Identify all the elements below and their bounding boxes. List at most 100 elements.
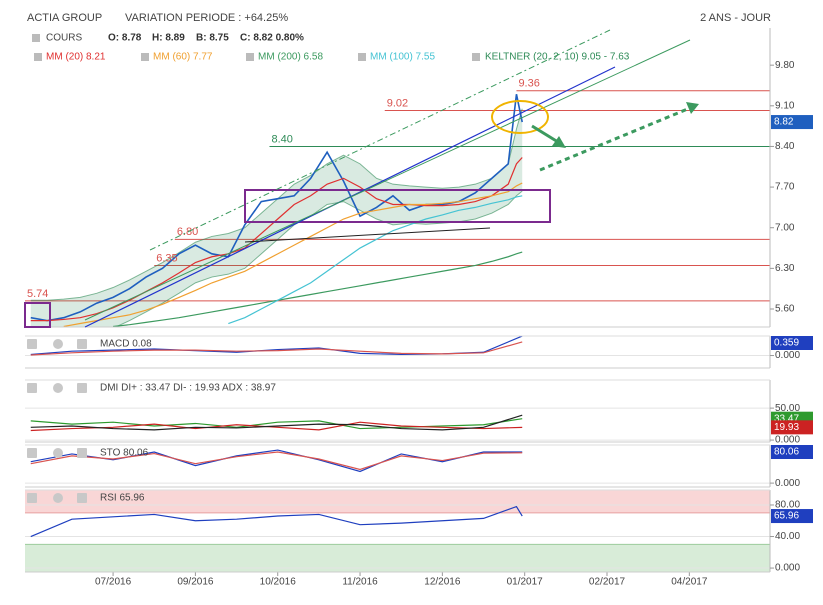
panel-icon: [77, 448, 87, 458]
y-tick-label: 6.30: [775, 263, 795, 274]
level-label: 5.74: [27, 288, 48, 300]
y-tick-label: 8.40: [775, 141, 795, 152]
y-tick-label: 40.00: [775, 531, 800, 542]
drawing: [552, 136, 566, 148]
panel-icon: [27, 383, 37, 393]
panel-title: STO 80.06: [100, 448, 149, 459]
variation: VARIATION PERIODE : +64.25%: [125, 12, 288, 24]
x-tick-label: 11/2016: [342, 577, 378, 588]
y-tick-label: 7.70: [775, 182, 795, 193]
series-line: [63, 182, 523, 327]
panel: 5.60 6.30 7.00 7.70 8.40 9.10 9.80 9.36 9.02 8.40…: [25, 28, 795, 328]
legend-entry: MM (60) 7.77: [153, 52, 213, 63]
drawing: [244, 189, 551, 223]
series-line: [30, 421, 523, 432]
ohlc-value: B: 8.75: [196, 33, 229, 44]
y-tick-label: 7.00: [775, 222, 795, 233]
drawing: [149, 29, 611, 251]
overbought-zone: [25, 490, 770, 513]
last-value-label: 0.359: [774, 338, 799, 349]
last-value-label: 80.06: [774, 447, 799, 458]
series-line: [228, 195, 523, 325]
legend-entry: MM (200) 6.58: [258, 52, 323, 63]
panel-title: DMI DI+ : 33.47 DI- : 19.93 ADX : 38.97: [100, 383, 276, 394]
drawing: [539, 106, 691, 172]
level-label: 8.40: [271, 133, 292, 145]
legend-entry: KELTNER (20, 2, 10) 9.05 - 7.63: [485, 52, 630, 63]
panel-icon: [53, 383, 63, 393]
level-label: 6.35: [156, 252, 177, 264]
period: 2 ANS - JOUR: [700, 12, 771, 24]
y-tick-label: 9.80: [775, 60, 795, 71]
legend: COURS O: 8.78 H: 8.89 B: 8.75 C: 8.82 0.80% M…: [32, 33, 630, 63]
last-value-tag: [771, 420, 813, 435]
series-line: [30, 418, 523, 430]
x-tick-label: 09/2016: [177, 577, 214, 588]
panel-icon: [27, 339, 37, 349]
legend-swatch: [246, 53, 254, 61]
last-value-label: 33.47: [774, 413, 799, 424]
drawing: [24, 302, 51, 328]
legend-entry: COURS: [46, 33, 82, 44]
y-tick-label: 0.000: [775, 563, 800, 574]
panel: 0.000 MACD 0.08: [25, 335, 800, 369]
plot-area: [25, 407, 770, 441]
ohlc-value: O: 8.78: [108, 33, 142, 44]
panel-title: MACD 0.08: [100, 339, 152, 350]
ohlc-value: C: 8.82 0.80%: [240, 33, 304, 44]
last-value-label: 65.96: [774, 511, 799, 522]
series-line: [30, 449, 523, 473]
x-tick-label: 10/2016: [260, 577, 297, 588]
drawing: [491, 100, 549, 134]
drawing: [244, 227, 491, 243]
y-tick-label: 50.00: [775, 403, 800, 414]
title: ACTIA GROUP: [27, 12, 102, 24]
panel: 0.000 50.00 DMI DI+ : 33.47 DI- : 19.93 AD…: [25, 379, 800, 446]
level-label: 9.36: [518, 78, 539, 90]
legend-swatch: [472, 53, 480, 61]
x-tick-label: 07/2016: [95, 577, 132, 588]
panel-icon: [77, 383, 87, 393]
plot-area: [25, 336, 770, 357]
y-tick-label: 0.000: [775, 350, 800, 361]
last-value-tag: [771, 445, 813, 459]
legend-swatch: [32, 34, 40, 42]
panel-icon: [53, 493, 63, 503]
series-line: [30, 341, 523, 356]
ohlc-value: H: 8.89: [152, 33, 185, 44]
legend-entry: MM (100) 7.55: [370, 52, 435, 63]
legend-swatch: [34, 53, 42, 61]
panel-icon: [27, 493, 37, 503]
plot-area: [25, 449, 770, 484]
y-tick-label: 80.00: [775, 500, 800, 511]
last-value-tag: [771, 115, 813, 130]
series-line: [30, 414, 523, 431]
y-tick-label: 0.000: [775, 478, 800, 489]
drawing: [686, 102, 699, 114]
panel-icon: [77, 339, 87, 349]
panel-icon: [77, 493, 87, 503]
y-tick-label: 0.000: [775, 435, 800, 446]
last-value-tag: [771, 509, 813, 524]
drawing: [531, 124, 559, 144]
x-tick-label: 12/2016: [424, 577, 461, 588]
panel-icon: [53, 339, 63, 349]
panel-icon: [27, 448, 37, 458]
last-value-label: 8.82: [774, 117, 794, 128]
panel: 0.000 STO 80.06: [25, 444, 800, 489]
panel-title: RSI 65.96: [100, 493, 145, 504]
series-line: [30, 505, 523, 538]
plot-area: [25, 490, 770, 572]
x-tick-label: 04/2017: [671, 577, 708, 588]
x-tick-label: 02/2017: [589, 577, 626, 588]
plot-area: [25, 90, 770, 327]
level-label: 6.80: [177, 226, 198, 238]
keltner-upper: [30, 108, 523, 301]
panel-icon: [53, 448, 63, 458]
legend-swatch: [141, 53, 149, 61]
oversold-zone: [25, 544, 770, 572]
series-line: [30, 157, 523, 322]
y-tick-label: 5.60: [775, 304, 795, 315]
